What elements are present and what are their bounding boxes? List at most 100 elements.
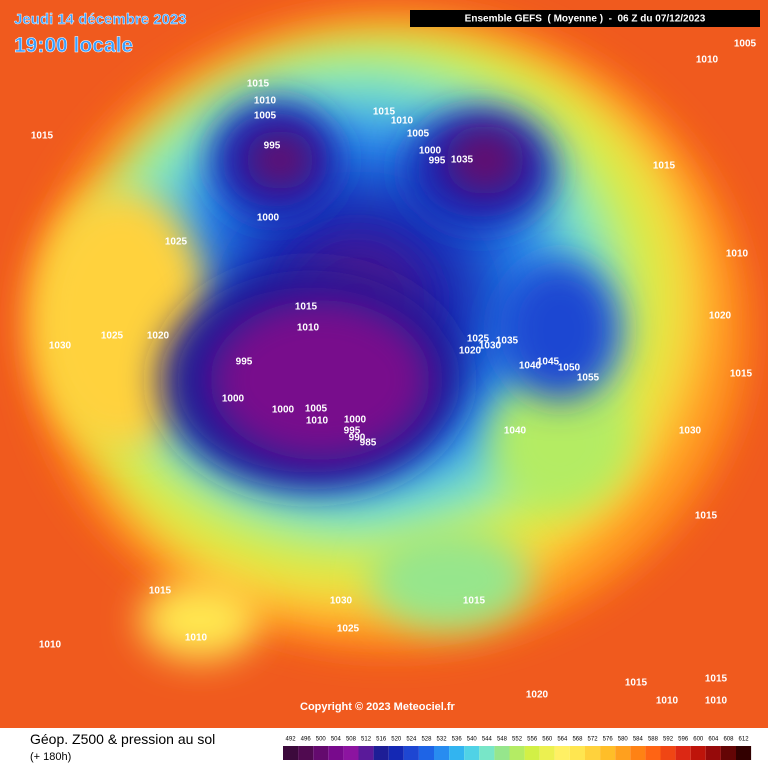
isobar-label: 1020	[459, 346, 482, 357]
isobar-label: 1035	[496, 336, 519, 347]
scale-swatch	[388, 746, 404, 760]
scale-label: 552	[512, 737, 523, 743]
isobar-label: 1015	[31, 131, 54, 142]
scale-label: 584	[633, 737, 644, 743]
isobar-labels: 1005101010151010100599510001025101510151…	[31, 39, 757, 707]
isobar-label: 1040	[519, 361, 542, 372]
scale-swatch	[675, 746, 691, 760]
isobar-label: 1010	[726, 249, 749, 260]
scale-label: 492	[286, 737, 297, 743]
scale-label: 576	[603, 737, 614, 743]
isobar-label: 1055	[577, 373, 600, 384]
scale-swatch	[736, 746, 752, 760]
footer-title: Géop. Z500 & pression au sol	[30, 731, 215, 747]
scale-label: 580	[618, 737, 629, 743]
scale-swatch	[283, 746, 299, 760]
isobar-label: 1005	[407, 129, 430, 140]
isobar-label: 995	[344, 426, 361, 437]
scale-swatch	[313, 746, 329, 760]
scale-label: 548	[497, 737, 508, 743]
scale-label: 600	[693, 737, 704, 743]
isobar-label: 1010	[254, 96, 277, 107]
isobar-label: 1010	[297, 323, 320, 334]
scale-swatch	[358, 746, 374, 760]
isobar-label: 985	[360, 438, 377, 449]
isobar-label: 1000	[272, 405, 295, 416]
scale-label: 532	[437, 737, 448, 743]
scale-label: 540	[467, 737, 478, 743]
scale-label: 572	[588, 737, 599, 743]
scale-label: 556	[527, 737, 538, 743]
scale-swatch	[298, 746, 314, 760]
isobar-label: 1030	[479, 341, 502, 352]
isobar-label: 1010	[656, 696, 679, 707]
isobar-label: 1040	[504, 426, 527, 437]
isobar-label: 1015	[373, 107, 396, 118]
lead-time: (+ 180h)	[30, 751, 71, 763]
isobar-label: 1035	[451, 155, 474, 166]
scale-swatch	[449, 746, 465, 760]
isobar-label: 995	[429, 156, 446, 167]
scale-label: 612	[739, 737, 750, 743]
scale-swatch	[479, 746, 495, 760]
scale-label: 524	[406, 737, 417, 743]
isobar-label: 1025	[101, 331, 124, 342]
isobar-label: 1030	[49, 341, 72, 352]
isobar-label: 1030	[330, 596, 353, 607]
isobar-label: 1010	[696, 55, 719, 66]
isobar-label: 1015	[295, 302, 318, 313]
scale-swatch	[539, 746, 555, 760]
field	[0, 0, 768, 728]
isobar-label: 1015	[149, 586, 172, 597]
scale-label: 564	[557, 737, 568, 743]
scale-label: 520	[391, 737, 402, 743]
header-box	[410, 10, 760, 27]
local-time: 19:00 locale	[14, 34, 133, 57]
isobar-label: 995	[264, 141, 281, 152]
isobar-label: 995	[236, 357, 253, 368]
scale-swatch	[569, 746, 585, 760]
model-run: Ensemble GEFS ( Moyenne ) - 06 Z du 07/1…	[465, 14, 706, 25]
scale-swatch	[328, 746, 344, 760]
valid-date: Jeudi 14 décembre 2023	[14, 11, 187, 28]
isobar-label: 1015	[653, 161, 676, 172]
isobar-label: 1015	[247, 79, 270, 90]
scale-label: 496	[301, 737, 312, 743]
isobar-label: 1025	[337, 624, 360, 635]
scale-swatch	[705, 746, 721, 760]
isobar-label: 1000	[222, 394, 245, 405]
isobar-label: 1025	[467, 334, 490, 345]
isobar-label: 1025	[165, 237, 188, 248]
color-scale: 492 496 500 504 508 512 516 520 524 528 532 536 540 5…	[283, 737, 752, 760]
isobar-label: 1000	[419, 146, 442, 157]
scale-swatch	[554, 746, 570, 760]
scale-label: 512	[361, 737, 372, 743]
scale-swatch	[600, 746, 616, 760]
scale-swatch	[660, 746, 676, 760]
scale-swatch	[464, 746, 480, 760]
scale-label: 528	[421, 737, 432, 743]
scale-swatch	[403, 746, 419, 760]
scale-label: 592	[663, 737, 674, 743]
isobar-label: 1050	[558, 363, 581, 374]
isobar-label: 1010	[391, 116, 414, 127]
scale-swatch	[585, 746, 601, 760]
scale-swatch	[494, 746, 510, 760]
scale-label: 508	[346, 737, 357, 743]
scale-label: 568	[572, 737, 583, 743]
scale-label: 588	[648, 737, 659, 743]
isobar-label: 1000	[257, 213, 280, 224]
scale-swatch	[509, 746, 525, 760]
isobar-label: 1045	[537, 357, 560, 368]
copyright: Copyright © 2023 Meteociel.fr	[300, 701, 456, 713]
isobar-label: 1020	[526, 690, 549, 701]
scale-swatch	[615, 746, 631, 760]
isobar-label: 1000	[344, 415, 367, 426]
isobar-label: 1020	[147, 331, 170, 342]
isobar-label: 1010	[705, 696, 728, 707]
isobar-label: 1010	[185, 633, 208, 644]
scale-swatch	[630, 746, 646, 760]
isobar-label: 1005	[254, 111, 277, 122]
isobar-label: 1030	[679, 426, 702, 437]
